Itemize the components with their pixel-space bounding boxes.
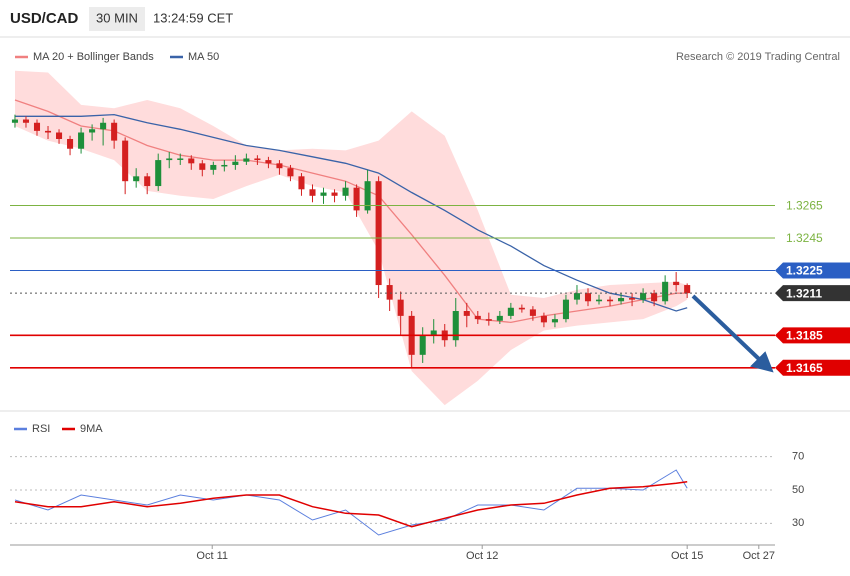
candle-body xyxy=(397,299,404,316)
candle-body xyxy=(144,176,151,187)
candle-body xyxy=(287,168,294,177)
candle-body xyxy=(375,181,382,286)
candle-body xyxy=(33,122,41,131)
level-label-box xyxy=(775,359,850,376)
level-label: 1.3185 xyxy=(786,329,823,343)
candle-body xyxy=(166,158,173,161)
candle-body xyxy=(562,299,569,320)
candle-body xyxy=(540,315,547,323)
candle-body xyxy=(551,319,558,323)
candle-body xyxy=(56,132,63,139)
level-label: 1.3265 xyxy=(786,199,823,213)
candle-body xyxy=(584,293,592,302)
candle-body xyxy=(188,158,195,164)
candle-body xyxy=(155,160,162,187)
x-tick-label: Oct 15 xyxy=(671,550,703,562)
candle-body xyxy=(518,307,525,310)
candle-body xyxy=(386,285,393,300)
legend-label: MA 50 xyxy=(188,51,219,63)
level-label-box xyxy=(775,285,850,302)
y-tick-label: 30 xyxy=(792,517,804,529)
candle-body xyxy=(430,330,437,336)
price-plot xyxy=(11,70,691,406)
candle-body xyxy=(673,281,680,286)
candle-body xyxy=(111,122,118,141)
candle-body xyxy=(243,158,250,162)
rsi-line xyxy=(14,469,688,536)
candle-body xyxy=(67,138,74,149)
candle-body xyxy=(298,176,305,190)
level-label-box xyxy=(775,327,850,344)
candle-body xyxy=(78,132,85,149)
candle-body xyxy=(276,163,283,169)
timeframe: 30 MIN xyxy=(96,10,138,25)
candle-body xyxy=(44,130,52,133)
candle-body xyxy=(573,293,581,300)
candle-body xyxy=(474,315,481,320)
x-tick-label: Oct 27 xyxy=(743,550,775,562)
candle-body xyxy=(89,129,96,133)
candle-body xyxy=(342,187,349,196)
candle-body xyxy=(629,298,636,300)
candle-body xyxy=(496,315,503,321)
candle-body xyxy=(419,335,426,355)
candle-body xyxy=(11,119,18,123)
candle-body xyxy=(463,311,470,316)
x-tick-label: Oct 12 xyxy=(466,550,498,562)
candle-body xyxy=(331,192,338,196)
ma-line xyxy=(14,99,688,324)
candle-body xyxy=(364,181,371,211)
forecast-arrowhead xyxy=(750,351,774,373)
candle-body xyxy=(210,164,217,170)
candle-body xyxy=(529,309,536,316)
candle-body xyxy=(507,307,514,316)
candle-body xyxy=(100,122,107,130)
candle-body xyxy=(177,158,184,160)
rsi-line xyxy=(14,480,688,528)
ma-line xyxy=(15,113,688,312)
y-tick-label: 70 xyxy=(792,451,804,463)
forecast-arrow xyxy=(691,294,762,362)
candle-body xyxy=(199,163,206,170)
level-label: 1.3165 xyxy=(786,361,823,375)
candle-body xyxy=(662,281,669,302)
candle-body xyxy=(640,293,647,300)
bollinger-band xyxy=(15,70,688,406)
candle-body xyxy=(232,161,239,165)
candle-body xyxy=(651,293,658,302)
candle-body xyxy=(320,192,327,196)
legend-label: MA 20 + Bollinger Bands xyxy=(33,51,154,63)
y-tick-label: 50 xyxy=(792,484,804,496)
timestamp: 13:24:59 CET xyxy=(153,10,233,25)
source: Research © 2019 Trading Central xyxy=(676,51,840,63)
candle-body xyxy=(254,158,261,161)
candle-body xyxy=(122,140,129,182)
candle-body xyxy=(265,160,272,164)
candle-body xyxy=(353,187,360,211)
candle-body xyxy=(684,285,691,294)
candle-body xyxy=(133,176,140,182)
candle-body xyxy=(452,311,459,341)
legend-label: 9MA xyxy=(80,423,103,435)
candle-body xyxy=(618,298,625,302)
level-label-box xyxy=(775,262,850,279)
level-label: 1.3225 xyxy=(786,264,823,278)
candle-body xyxy=(607,299,614,302)
candle-body xyxy=(309,189,316,196)
x-tick-label: Oct 11 xyxy=(196,550,228,562)
candle-body xyxy=(22,119,30,123)
title: USD/CAD xyxy=(10,10,79,27)
level-label: 1.3245 xyxy=(786,231,823,245)
candle-body xyxy=(485,319,492,321)
legend-label: RSI xyxy=(32,423,50,435)
candle-body xyxy=(221,164,228,167)
timeframe-box xyxy=(89,7,145,31)
level-label: 1.3211 xyxy=(786,286,822,300)
candle-body xyxy=(595,299,603,302)
